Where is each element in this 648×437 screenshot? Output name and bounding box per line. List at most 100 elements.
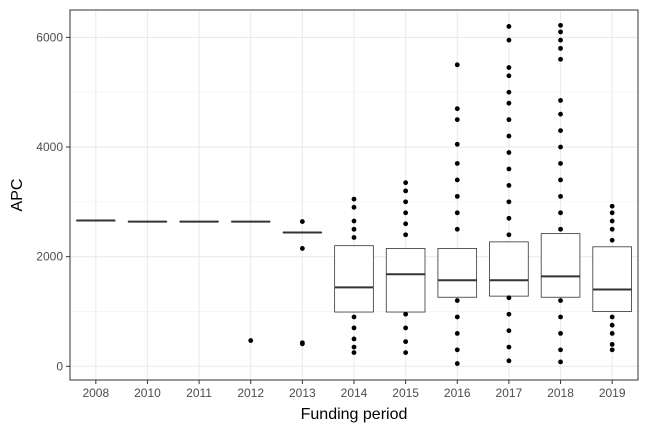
x-tick-label: 2018 xyxy=(547,386,574,400)
outlier-point-2016 xyxy=(455,227,460,232)
outlier-point-2019 xyxy=(610,342,615,347)
x-tick-label: 2011 xyxy=(186,386,212,400)
outlier-point-2018 xyxy=(558,298,563,303)
outlier-point-2018 xyxy=(558,331,563,336)
outlier-point-2018 xyxy=(558,23,563,28)
outlier-point-2018 xyxy=(558,98,563,103)
outlier-point-2017 xyxy=(507,134,512,139)
outlier-point-2017 xyxy=(507,65,512,70)
outlier-point-2018 xyxy=(558,178,563,183)
outlier-point-2017 xyxy=(507,358,512,363)
outlier-point-2018 xyxy=(558,128,563,133)
outlier-point-2015 xyxy=(403,210,408,215)
outlier-point-2018 xyxy=(558,30,563,35)
outlier-point-2017 xyxy=(507,328,512,333)
x-tick-label: 2013 xyxy=(289,386,316,400)
outlier-point-2014 xyxy=(352,227,357,232)
outlier-point-2017 xyxy=(507,312,512,317)
outlier-point-2015 xyxy=(403,339,408,344)
outlier-point-2017 xyxy=(507,232,512,237)
outlier-point-2017 xyxy=(507,183,512,188)
outlier-point-2015 xyxy=(403,326,408,331)
x-tick-label: 2019 xyxy=(599,386,626,400)
outlier-point-2017 xyxy=(507,24,512,29)
outlier-point-2016 xyxy=(455,142,460,147)
box-2018 xyxy=(541,234,580,298)
outlier-point-2019 xyxy=(610,210,615,215)
outlier-point-2019 xyxy=(610,315,615,320)
outlier-point-2018 xyxy=(558,161,563,166)
x-tick-label: 2008 xyxy=(82,386,109,400)
outlier-point-2018 xyxy=(558,194,563,199)
outlier-point-2016 xyxy=(455,194,460,199)
outlier-point-2019 xyxy=(610,227,615,232)
outlier-point-2017 xyxy=(507,295,512,300)
outlier-point-2015 xyxy=(403,188,408,193)
x-tick-label: 2015 xyxy=(392,386,419,400)
outlier-point-2017 xyxy=(507,101,512,106)
outlier-point-2015 xyxy=(403,199,408,204)
outlier-point-2015 xyxy=(403,221,408,226)
outlier-point-2017 xyxy=(507,150,512,155)
outlier-point-2018 xyxy=(558,46,563,51)
box-2014 xyxy=(335,246,374,312)
outlier-point-2014 xyxy=(352,336,357,341)
outlier-point-2014 xyxy=(352,197,357,202)
outlier-point-2019 xyxy=(610,347,615,352)
outlier-point-2016 xyxy=(455,62,460,67)
y-tick-label: 0 xyxy=(56,359,63,373)
x-tick-label: 2012 xyxy=(237,386,264,400)
outlier-point-2015 xyxy=(403,350,408,355)
outlier-point-2019 xyxy=(610,323,615,328)
box-2017 xyxy=(490,242,529,296)
outlier-point-2018 xyxy=(558,210,563,215)
outlier-point-2018 xyxy=(558,145,563,150)
x-tick-label: 2010 xyxy=(134,386,161,400)
outlier-point-2016 xyxy=(455,331,460,336)
outlier-point-2016 xyxy=(455,298,460,303)
outlier-point-2014 xyxy=(352,219,357,224)
outlier-point-2017 xyxy=(507,345,512,350)
outlier-point-2016 xyxy=(455,315,460,320)
outlier-point-2016 xyxy=(455,210,460,215)
outlier-point-2019 xyxy=(610,204,615,209)
outlier-point-2018 xyxy=(558,112,563,117)
outlier-point-2018 xyxy=(558,57,563,62)
outlier-point-2014 xyxy=(352,326,357,331)
outlier-point-2014 xyxy=(352,315,357,320)
outlier-point-2012 xyxy=(248,338,253,343)
outlier-point-2019 xyxy=(610,219,615,224)
outlier-point-2019 xyxy=(610,238,615,243)
outlier-point-2014 xyxy=(352,205,357,210)
outlier-point-2016 xyxy=(455,106,460,111)
y-tick-label: 4000 xyxy=(36,140,63,154)
outlier-point-2013 xyxy=(300,219,305,224)
outlier-point-2018 xyxy=(558,347,563,352)
y-tick-label: 2000 xyxy=(36,250,63,264)
outlier-point-2017 xyxy=(507,90,512,95)
outlier-point-2013 xyxy=(300,341,305,346)
outlier-point-2018 xyxy=(558,227,563,232)
outlier-point-2018 xyxy=(558,315,563,320)
box-2015 xyxy=(386,248,425,312)
outlier-point-2014 xyxy=(352,345,357,350)
box-2019 xyxy=(593,247,632,312)
outlier-point-2014 xyxy=(352,350,357,355)
outlier-point-2018 xyxy=(558,38,563,43)
y-axis-title: APC xyxy=(9,179,26,212)
outlier-point-2018 xyxy=(558,360,563,365)
outlier-point-2017 xyxy=(507,216,512,221)
outlier-point-2015 xyxy=(403,180,408,185)
outlier-point-2016 xyxy=(455,347,460,352)
outlier-point-2016 xyxy=(455,161,460,166)
outlier-point-2019 xyxy=(610,331,615,336)
outlier-point-2016 xyxy=(455,178,460,183)
box-2016 xyxy=(438,248,477,297)
outlier-point-2015 xyxy=(403,232,408,237)
x-tick-label: 2016 xyxy=(444,386,471,400)
outlier-point-2017 xyxy=(507,73,512,78)
x-tick-label: 2017 xyxy=(496,386,523,400)
outlier-point-2017 xyxy=(507,38,512,43)
